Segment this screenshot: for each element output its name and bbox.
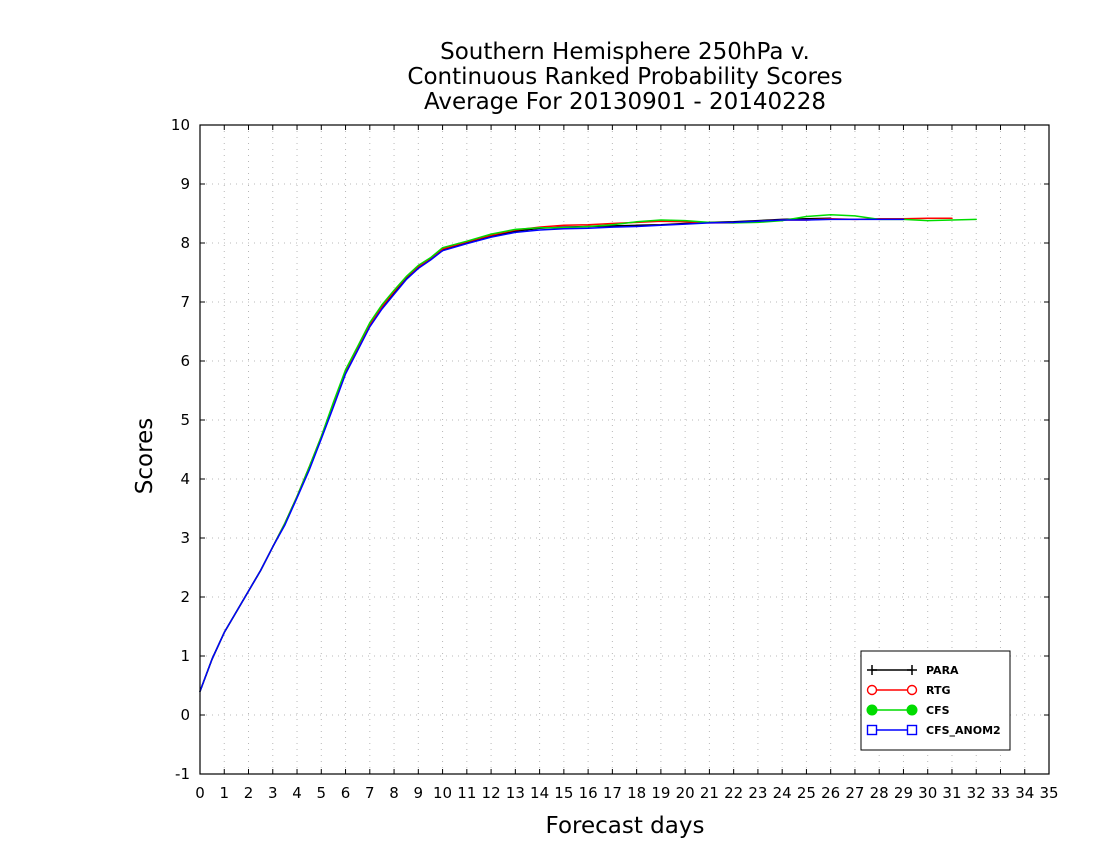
x-tick-label: 16 <box>579 784 598 802</box>
x-tick-label: 35 <box>1039 784 1058 802</box>
y-tick-label: 2 <box>180 588 190 606</box>
x-tick-label: 6 <box>341 784 351 802</box>
series-line-rtg <box>199 217 953 693</box>
chart-title-line-2: Continuous Ranked Probability Scores <box>407 64 842 90</box>
x-tick-label: 29 <box>894 784 913 802</box>
legend-item-rtg: RTG <box>866 684 951 697</box>
x-tick-label: 1 <box>219 784 229 802</box>
y-tick-label: 3 <box>180 529 190 547</box>
y-tick-label: 4 <box>180 470 190 488</box>
x-tick-label: 13 <box>506 784 525 802</box>
x-tick-label: 15 <box>554 784 573 802</box>
legend: PARA RTG CFS CFS_ANOM2 <box>860 650 1011 751</box>
legend-items: PARA RTG CFS CFS_ANOM2 <box>866 664 1001 737</box>
series-line-cfs-anom2 <box>199 218 905 693</box>
chart-title-line-3: Average For 20130901 - 20140228 <box>424 89 826 115</box>
legend-item-cfs: CFS <box>866 704 950 717</box>
x-tick-label: 28 <box>870 784 889 802</box>
x-tick-label: 22 <box>724 784 743 802</box>
x-tick-label: 31 <box>942 784 961 802</box>
x-axis-title: Forecast days <box>546 813 705 839</box>
legend-marker-circle <box>866 684 878 696</box>
x-tick-label: 7 <box>365 784 375 802</box>
x-tick-label: 11 <box>457 784 476 802</box>
y-tick-label: 0 <box>180 706 190 724</box>
x-tick-label: 32 <box>967 784 986 802</box>
x-tick-label: 17 <box>603 784 622 802</box>
y-tick-label: 7 <box>180 293 190 311</box>
x-tick-label: 26 <box>821 784 840 802</box>
x-tick-labels: 0 1 2 3 4 5 6 7 8 9 10 11 12 13 14 15 16 17 18 19 20 21 22 23 24… <box>195 784 1058 802</box>
legend-label: PARA <box>926 664 959 677</box>
x-tick-label: 23 <box>748 784 767 802</box>
chart-title-line-1: Southern Hemisphere 250hPa v. <box>440 39 810 65</box>
y-tick-label: 6 <box>180 352 190 370</box>
x-tick-label: 2 <box>244 784 254 802</box>
legend-label: RTG <box>926 684 951 697</box>
axis-ticks <box>199 124 1050 775</box>
x-tick-label: 12 <box>482 784 501 802</box>
x-tick-label: 25 <box>797 784 816 802</box>
legend-label: CFS_ANOM2 <box>926 724 1001 737</box>
x-tick-label: 18 <box>627 784 646 802</box>
legend-marker-circle <box>906 684 918 696</box>
legend-marker-dot <box>866 704 878 716</box>
legend-box <box>860 650 1011 751</box>
plot-frame <box>199 124 1050 775</box>
x-tick-label: 30 <box>918 784 937 802</box>
x-tick-label: 27 <box>845 784 864 802</box>
x-tick-label: 33 <box>991 784 1010 802</box>
x-tick-label: 21 <box>700 784 719 802</box>
legend-item-para: PARA <box>867 664 959 677</box>
y-tick-label: -1 <box>175 765 190 783</box>
x-tick-label: 34 <box>1015 784 1034 802</box>
x-tick-label: 5 <box>317 784 327 802</box>
x-tick-label: 24 <box>773 784 792 802</box>
x-tick-label: 19 <box>651 784 670 802</box>
x-tick-label: 10 <box>433 784 452 802</box>
x-tick-label: 8 <box>389 784 399 802</box>
legend-item-cfs-anom2: CFS_ANOM2 <box>866 724 1001 737</box>
y-tick-label: 1 <box>180 647 190 665</box>
x-tick-label: 20 <box>676 784 695 802</box>
x-tick-label: 14 <box>530 784 549 802</box>
legend-marker-square <box>866 724 878 736</box>
series-lines <box>199 213 977 693</box>
x-tick-label: 0 <box>195 784 205 802</box>
x-tick-label: 3 <box>268 784 278 802</box>
y-tick-label: 8 <box>180 234 190 252</box>
legend-marker-dot <box>906 704 918 716</box>
y-tick-labels: -1 0 1 2 3 4 5 6 7 8 9 10 <box>171 116 190 783</box>
x-tick-label: 4 <box>292 784 302 802</box>
legend-label: CFS <box>926 704 950 717</box>
legend-marker-square <box>906 724 918 736</box>
chart-title: Southern Hemisphere 250hPa v. Continuous… <box>407 39 842 115</box>
y-tick-label: 5 <box>180 411 190 429</box>
x-tick-label: 9 <box>414 784 424 802</box>
y-tick-label: 10 <box>171 116 190 134</box>
y-axis-title: Scores <box>132 418 158 494</box>
y-tick-label: 9 <box>180 175 190 193</box>
series-line-para <box>199 217 832 693</box>
